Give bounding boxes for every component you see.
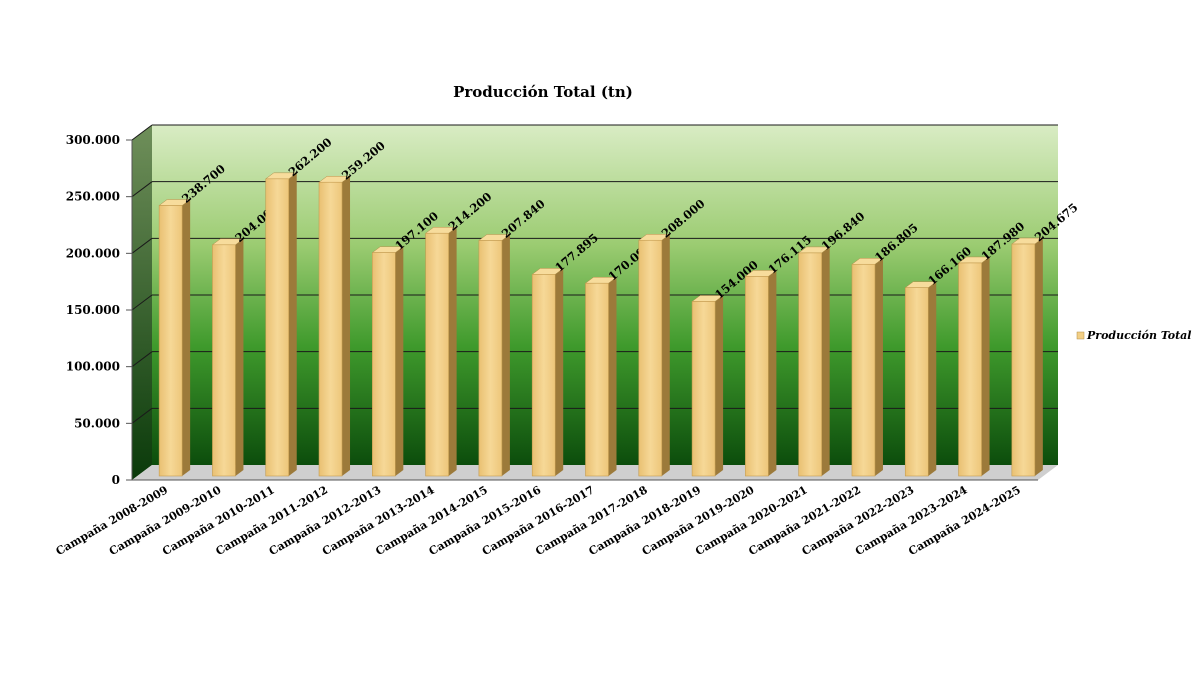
bar-front xyxy=(691,301,716,477)
bar xyxy=(904,281,938,477)
bar-front xyxy=(212,244,236,477)
bar-side xyxy=(555,268,564,476)
bar-side xyxy=(608,277,617,476)
gridline-side xyxy=(131,351,153,368)
bar-front xyxy=(798,252,822,477)
bar xyxy=(211,238,245,477)
bar xyxy=(318,175,351,477)
bar xyxy=(584,276,618,477)
bar xyxy=(264,172,298,477)
bar xyxy=(691,295,724,477)
bar-side xyxy=(501,234,510,476)
legend-swatch xyxy=(1076,331,1085,340)
bar xyxy=(797,246,831,477)
y-tick-label: 250.000 xyxy=(66,190,120,204)
bar-front xyxy=(1011,243,1036,477)
bar-front xyxy=(904,287,929,477)
bar-front xyxy=(958,262,982,477)
bar-side xyxy=(182,199,191,476)
bar-front xyxy=(478,240,503,477)
bar-front xyxy=(372,252,396,477)
bar-front xyxy=(585,282,609,477)
y-tick-label: 300.000 xyxy=(66,133,120,147)
bar-front xyxy=(745,276,769,477)
bar-side xyxy=(768,270,777,476)
bar xyxy=(1011,237,1044,477)
bar xyxy=(957,256,991,477)
bar-front xyxy=(265,178,290,477)
chart-title: Producción Total (tn) xyxy=(453,83,633,101)
y-tick-label: 0 xyxy=(112,473,120,487)
bar xyxy=(424,226,458,477)
y-tick-label: 50.000 xyxy=(74,416,120,430)
bar xyxy=(371,246,405,477)
bar-side xyxy=(928,281,937,476)
bar xyxy=(158,199,191,477)
bar-side xyxy=(715,295,724,476)
bar-side xyxy=(1034,238,1043,476)
bar-side xyxy=(342,176,351,477)
y-tick-label: 150.000 xyxy=(66,303,120,317)
bar xyxy=(851,258,884,477)
bar-side xyxy=(821,246,830,476)
y-tick-label: 200.000 xyxy=(66,246,120,260)
bar xyxy=(638,234,671,477)
bar xyxy=(744,270,778,477)
bar-side xyxy=(661,234,670,476)
bar-front xyxy=(638,239,663,477)
bar-front xyxy=(158,205,183,477)
bar xyxy=(478,234,511,477)
bar-side xyxy=(981,256,990,476)
gridline-side xyxy=(131,237,153,254)
y-tick-label: 100.000 xyxy=(66,360,120,374)
bar-front xyxy=(531,274,556,477)
gridline-side xyxy=(131,294,153,311)
legend: Producción Total xyxy=(1076,329,1191,342)
y-axis: 0 50.000 100.000 150.000 200.000 250.000 300.0… xyxy=(66,133,1038,487)
gridline-side xyxy=(131,124,153,141)
bar-front xyxy=(318,181,343,477)
legend-label: Producción Total xyxy=(1086,329,1191,342)
bar-side xyxy=(874,258,883,476)
bar-front xyxy=(425,232,449,477)
gridline-side xyxy=(131,181,153,198)
bar-side xyxy=(288,172,297,476)
bar-side xyxy=(395,246,404,476)
bar xyxy=(531,268,564,477)
bar-front xyxy=(851,263,876,477)
bar-side xyxy=(448,227,457,476)
gridline-side xyxy=(131,407,153,424)
bar-side xyxy=(235,238,244,476)
